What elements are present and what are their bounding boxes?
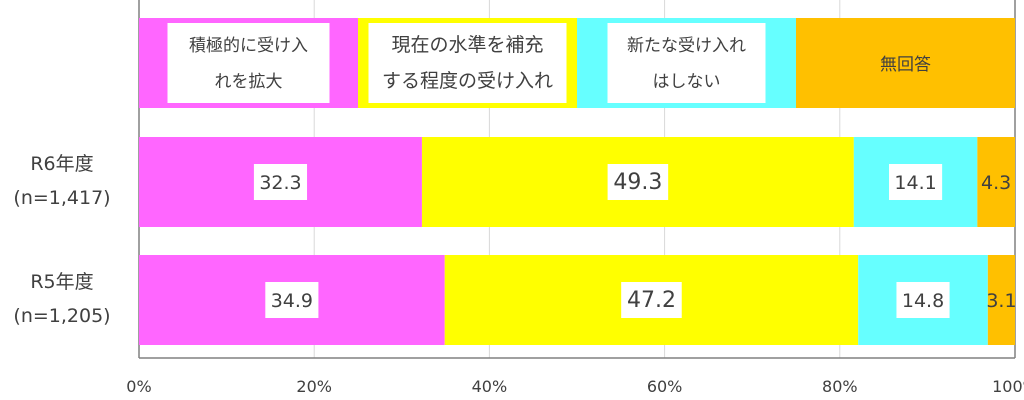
data-label-box <box>253 164 308 200</box>
legend-label: する程度の受け入れ <box>382 70 553 92</box>
legend-label: 無回答 <box>880 55 931 75</box>
data-label: 14.1 <box>894 172 936 194</box>
legend-label: れを拡大 <box>215 72 283 92</box>
legend-label: はしない <box>653 72 721 92</box>
data-label: 47.2 <box>627 288 676 313</box>
data-label-box <box>265 282 319 318</box>
data-label: 49.3 <box>613 170 662 195</box>
category-n-label: (n=1,205) <box>13 305 110 327</box>
data-label: 3.1 <box>986 290 1016 312</box>
x-tick-label: 80% <box>822 377 858 396</box>
legend-label-box <box>368 23 567 103</box>
legend-label: 積極的に受け入 <box>189 36 308 56</box>
category-label: R5年度 <box>30 271 93 293</box>
bar-segment <box>987 255 1015 345</box>
legend-label: 現在の水準を補充 <box>391 34 543 56</box>
data-label-box <box>607 164 669 200</box>
data-label: 4.3 <box>981 172 1011 194</box>
data-label-box <box>896 282 950 318</box>
data-label: 32.3 <box>259 172 301 194</box>
data-label: 14.8 <box>902 290 944 312</box>
x-tick-label: 60% <box>647 377 683 396</box>
legend-label: 新たな受け入れ <box>627 36 746 56</box>
data-label-box <box>889 164 943 200</box>
data-label: 34.9 <box>271 290 313 312</box>
bar-segment <box>977 137 1015 227</box>
x-tick-label: 40% <box>472 377 508 396</box>
category-label: R6年度 <box>30 153 93 175</box>
data-label-box <box>621 282 682 318</box>
x-tick-label: 20% <box>296 377 332 396</box>
legend-label-box <box>167 23 330 103</box>
legend-segment <box>796 18 1015 108</box>
x-tick-label: 0% <box>126 377 151 396</box>
x-tick-label: 100% <box>992 377 1024 396</box>
category-n-label: (n=1,417) <box>13 187 110 209</box>
legend-label-box <box>607 23 766 103</box>
